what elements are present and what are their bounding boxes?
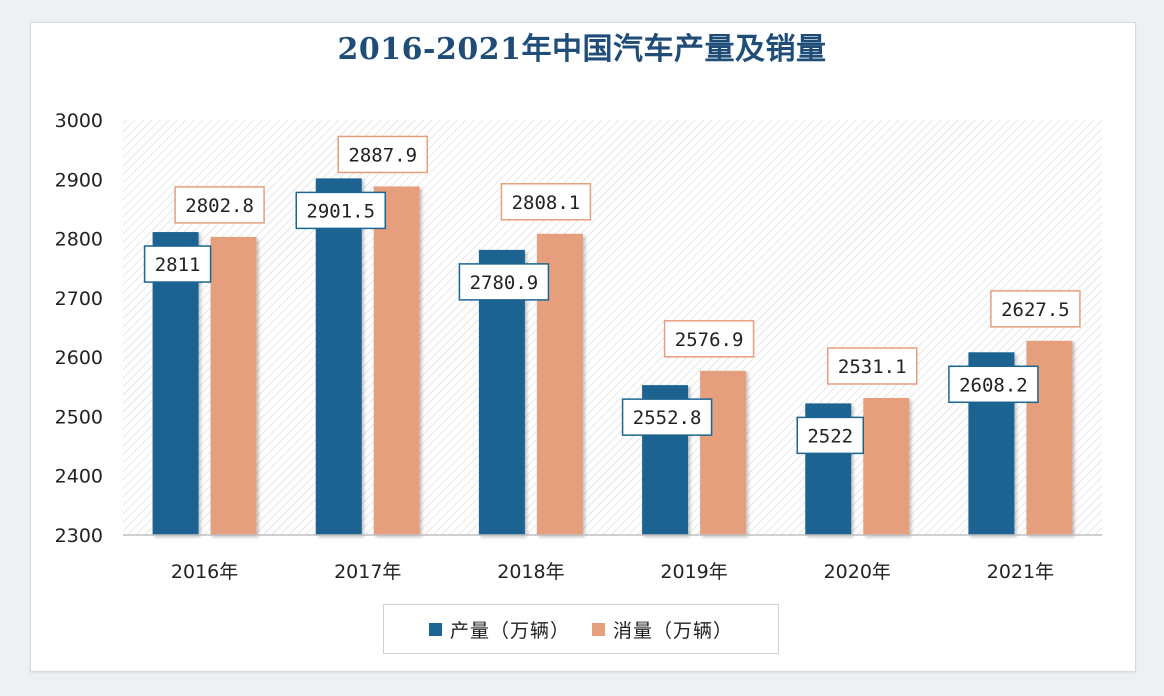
data-label-text: 2802.8	[185, 195, 254, 217]
data-label-box	[827, 347, 918, 385]
data-label-sales: 2531.1	[827, 347, 918, 385]
data-label-box	[948, 365, 1039, 404]
x-tick-label: 2020年	[824, 561, 891, 583]
data-label-production: 2608.2	[948, 365, 1039, 404]
data-label-text: 2552.8	[633, 407, 702, 429]
data-label-box	[621, 398, 713, 436]
data-label-production: 2522	[796, 416, 864, 455]
data-label-sales: 2576.9	[663, 320, 755, 358]
y-tick-label: 2300	[55, 525, 103, 547]
data-label-text: 2522	[807, 425, 853, 447]
data-label-box	[174, 186, 265, 224]
legend-item-sales: 消量（万辆）	[592, 616, 733, 643]
data-label-sales: 2808.1	[500, 183, 592, 221]
bar-production	[315, 178, 362, 535]
data-label-text: 2576.9	[675, 329, 744, 351]
y-tick-label: 2900	[55, 169, 103, 191]
x-tick-label: 2017年	[334, 561, 401, 583]
data-label-text: 2627.5	[1001, 299, 1070, 321]
y-tick-label: 2400	[55, 466, 103, 488]
data-label-box	[143, 245, 212, 283]
legend: 产量（万辆） 消量（万辆）	[383, 604, 779, 654]
data-label-box	[295, 191, 386, 230]
data-label-box	[458, 263, 550, 301]
bar-sales	[373, 186, 420, 535]
data-labels: 2811 2802.8 2901.5 2887.9 2780.9 2808.1 2552.8…	[143, 135, 1081, 455]
data-label-text: 2780.9	[470, 272, 539, 294]
legend-swatch-sales	[592, 622, 605, 636]
x-tick-label: 2019年	[660, 561, 727, 583]
data-label-text: 2808.1	[512, 192, 581, 214]
data-label-production: 2780.9	[458, 263, 550, 301]
y-tick-label: 2800	[55, 229, 103, 251]
data-label-sales: 2627.5	[990, 290, 1081, 328]
data-label-text: 2608.2	[959, 374, 1028, 396]
legend-label-production: 产量（万辆）	[449, 619, 570, 642]
legend-label-sales: 消量（万辆）	[613, 619, 734, 642]
bars	[152, 178, 1073, 536]
bar-sales	[863, 397, 910, 535]
data-label-box	[990, 290, 1081, 328]
legend-swatch-production	[428, 622, 442, 636]
data-label-sales: 2802.8	[174, 186, 265, 224]
y-tick-label: 2600	[55, 347, 103, 369]
x-axis: 2016年 2017年 2018年 2019年 2020年 2021年	[123, 534, 1102, 583]
data-label-text: 2887.9	[348, 144, 417, 166]
data-label-production: 2552.8	[621, 398, 713, 436]
data-label-box	[663, 320, 755, 358]
data-label-box	[796, 416, 864, 455]
data-label-production: 2811	[143, 245, 212, 283]
y-tick-label: 3000	[55, 110, 103, 132]
data-label-box	[337, 135, 428, 174]
chart-title: 2016-2021年中国汽车产量及销量	[337, 32, 827, 67]
x-tick-label: 2018年	[497, 561, 564, 583]
x-tick-label: 2021年	[987, 561, 1054, 583]
data-label-text: 2901.5	[306, 200, 375, 222]
bar-sales	[700, 370, 747, 535]
data-label-production: 2901.5	[295, 191, 386, 230]
data-label-text: 2531.1	[838, 356, 907, 378]
plot-background	[123, 120, 1102, 535]
legend-item-production: 产量（万辆）	[428, 616, 570, 643]
y-axis: 2300 2400 2500 2600 2700 2800 2900 3000	[55, 110, 103, 547]
data-label-sales: 2887.9	[337, 135, 428, 174]
data-label-text: 2811	[155, 254, 201, 276]
x-tick-label: 2016年	[171, 561, 238, 583]
bar-sales	[210, 236, 257, 535]
y-tick-label: 2500	[55, 406, 103, 428]
y-tick-label: 2700	[55, 288, 103, 310]
data-label-box	[500, 183, 592, 221]
